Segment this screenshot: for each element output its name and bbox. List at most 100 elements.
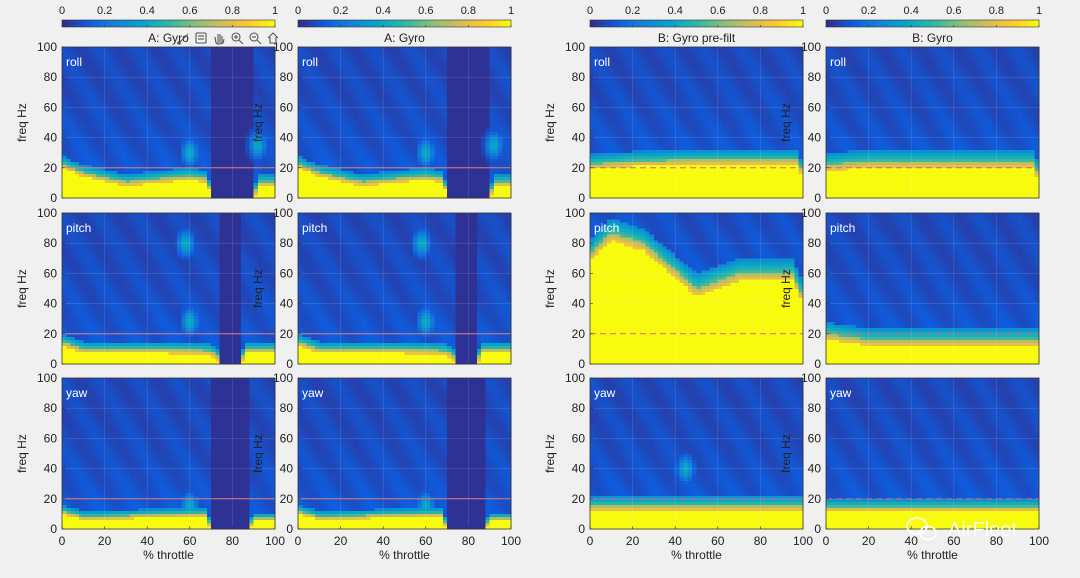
heatmap-cell bbox=[66, 98, 71, 101]
heatmap-cell bbox=[134, 71, 139, 74]
heatmap-cell bbox=[190, 77, 195, 80]
heatmap-cell bbox=[79, 153, 84, 156]
heatmap-cell bbox=[117, 107, 122, 110]
heatmap-cell bbox=[75, 153, 80, 156]
heatmap-cell bbox=[130, 144, 135, 147]
heatmap-cell bbox=[66, 159, 71, 162]
heatmap-cell bbox=[75, 77, 80, 80]
heatmap-cell bbox=[181, 153, 186, 156]
heatmap-cell bbox=[122, 116, 127, 119]
heatmap-cell bbox=[92, 126, 97, 129]
heatmap-cell bbox=[100, 83, 105, 86]
heatmap-cell bbox=[105, 95, 110, 98]
heatmap-cell bbox=[71, 132, 76, 135]
heatmap-cell bbox=[66, 183, 71, 186]
heatmap-cell bbox=[75, 110, 80, 113]
heatmap-cell bbox=[126, 53, 131, 56]
heatmap-cell bbox=[173, 62, 178, 65]
heatmap-cell bbox=[105, 123, 110, 126]
heatmap-cell bbox=[130, 68, 135, 71]
heatmap-cell bbox=[88, 110, 93, 113]
heatmap-cell bbox=[186, 86, 191, 89]
heatmap-cell bbox=[117, 153, 122, 156]
heatmap-cell bbox=[169, 174, 174, 177]
heatmap-cell bbox=[71, 189, 76, 192]
heatmap-cell bbox=[117, 50, 122, 53]
heatmap-cell bbox=[79, 119, 84, 122]
heatmap-cell bbox=[88, 177, 93, 180]
heatmap-cell bbox=[117, 126, 122, 129]
heatmap-cell bbox=[126, 107, 131, 110]
heatmap-cell bbox=[190, 186, 195, 189]
heatmap-cell bbox=[109, 180, 114, 183]
heatmap-cell bbox=[79, 95, 84, 98]
heatmap-cell bbox=[100, 174, 105, 177]
heatmap-cell bbox=[96, 98, 101, 101]
heatmap-cell bbox=[194, 162, 199, 165]
heatmap-cell bbox=[66, 50, 71, 53]
heatmap-cell bbox=[134, 129, 139, 132]
heatmap-cell bbox=[83, 138, 88, 141]
heatmap-cell bbox=[169, 86, 174, 89]
heatmap-cell bbox=[126, 132, 131, 135]
heatmap-cell bbox=[75, 98, 80, 101]
heatmap-cell bbox=[186, 129, 191, 132]
heatmap-cell bbox=[113, 180, 118, 183]
heatmap-cell bbox=[186, 123, 191, 126]
heatmap-cell bbox=[100, 71, 105, 74]
heatmap-cell bbox=[139, 62, 144, 65]
heatmap-cell bbox=[100, 59, 105, 62]
colorbar-tick-label: 0.2 bbox=[97, 5, 112, 17]
heatmap-cell bbox=[173, 95, 178, 98]
heatmap-cell bbox=[173, 150, 178, 153]
heatmap-cell bbox=[147, 174, 152, 177]
heatmap-cell bbox=[160, 92, 165, 95]
heatmap-cell bbox=[71, 113, 76, 116]
heatmap-cell bbox=[79, 141, 84, 144]
heatmap-cell bbox=[169, 123, 174, 126]
heatmap-cell bbox=[100, 65, 105, 68]
heatmap-cell bbox=[147, 116, 152, 119]
heatmap-cell bbox=[79, 71, 84, 74]
heatmap-cell bbox=[186, 147, 191, 150]
spectrogram-figure: 0 0.2 0.4 0.6 0.8 1 0 0.2 0.4 0.6 0.8 1 0 0.2 0.4 0.6 0.… bbox=[0, 0, 1080, 578]
heatmap-cell bbox=[75, 138, 80, 141]
heatmap-cell bbox=[117, 116, 122, 119]
heatmap-cell bbox=[109, 86, 114, 89]
heatmap-cell bbox=[156, 119, 161, 122]
heatmap-cell bbox=[177, 95, 182, 98]
heatmap-cell bbox=[96, 56, 101, 59]
heatmap-cell bbox=[169, 147, 174, 150]
heatmap-cell bbox=[100, 144, 105, 147]
heatmap-cell bbox=[139, 147, 144, 150]
heatmap-cell bbox=[83, 116, 88, 119]
heatmap-cell bbox=[100, 147, 105, 150]
heatmap-cell bbox=[169, 83, 174, 86]
heatmap-cell bbox=[173, 53, 178, 56]
heatmap-cell bbox=[109, 98, 114, 101]
heatmap-cell bbox=[139, 177, 144, 180]
heatmap-cell bbox=[186, 171, 191, 174]
heatmap-cell bbox=[92, 156, 97, 159]
heatmap-cell bbox=[96, 113, 101, 116]
heatmap-cell bbox=[181, 162, 186, 165]
heatmap-cell bbox=[66, 150, 71, 153]
heatmap-cell bbox=[75, 192, 80, 195]
heatmap-cell bbox=[160, 147, 165, 150]
heatmap-cell bbox=[173, 89, 178, 92]
heatmap-cell bbox=[156, 138, 161, 141]
heatmap-cell bbox=[113, 101, 118, 104]
heatmap-cell bbox=[147, 129, 152, 132]
heatmap-cell bbox=[169, 56, 174, 59]
heatmap-cell bbox=[113, 83, 118, 86]
heatmap-cell bbox=[186, 77, 191, 80]
heatmap-cell bbox=[186, 92, 191, 95]
heatmap-cell bbox=[113, 95, 118, 98]
heatmap-cell bbox=[169, 150, 174, 153]
heatmap-cell bbox=[96, 65, 101, 68]
heatmap-cell bbox=[71, 116, 76, 119]
heatmap-cell bbox=[139, 50, 144, 53]
heatmap-cell bbox=[134, 123, 139, 126]
heatmap-cell bbox=[169, 153, 174, 156]
heatmap-cell bbox=[75, 141, 80, 144]
